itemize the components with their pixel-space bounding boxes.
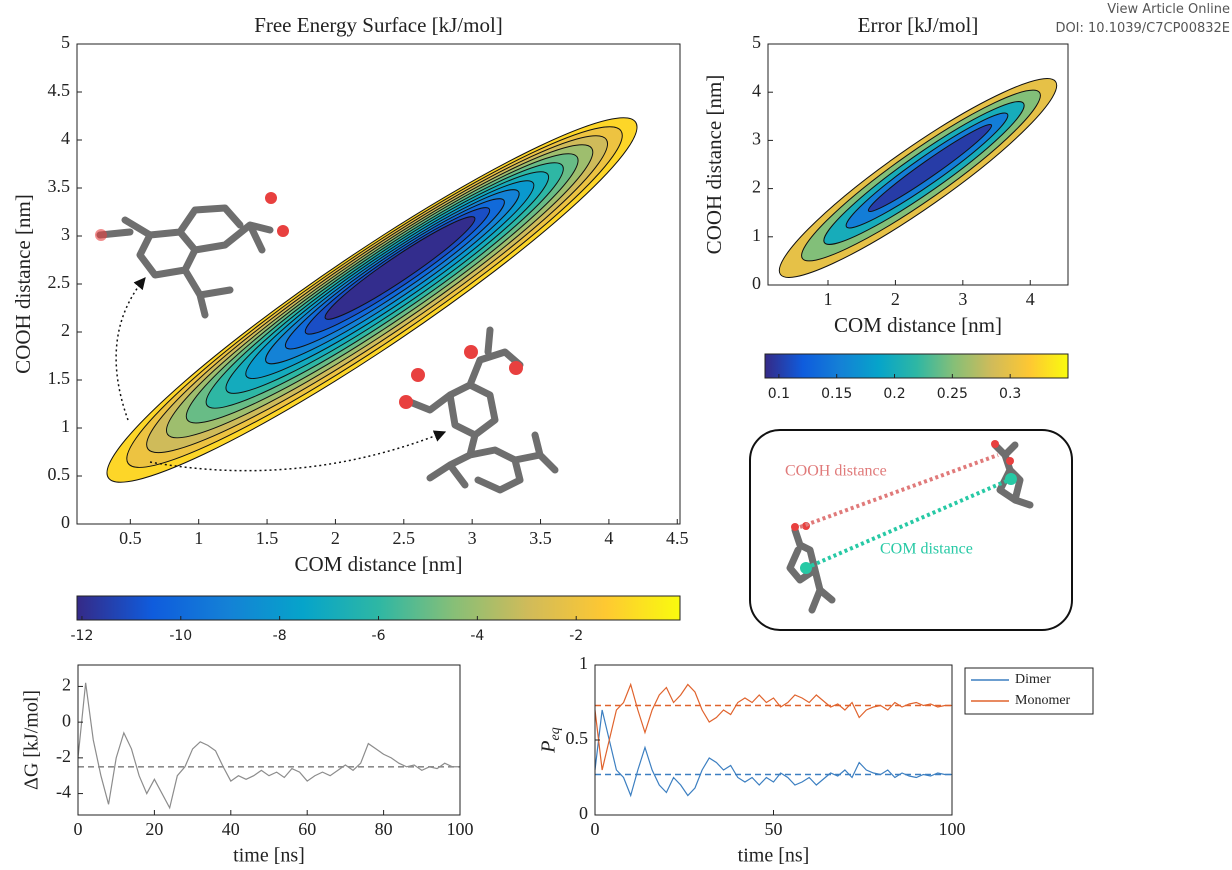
legend-label: Dimer — [1015, 672, 1051, 687]
colorbar-tick-label: -10 — [169, 628, 192, 644]
chart-title: Free Energy Surface [kJ/mol] — [254, 13, 503, 37]
y-tick-label: 4.5 — [48, 80, 71, 100]
plot-area — [595, 665, 952, 815]
x-tick-label: 80 — [375, 819, 393, 839]
x-tick-label: 1 — [824, 289, 833, 309]
y-tick-label: 0.5 — [566, 728, 589, 748]
y-axis-label: Peq — [538, 727, 564, 753]
y-tick-label: 5 — [752, 32, 761, 52]
y-tick-label: 0 — [752, 273, 761, 293]
x-axis-label: COM distance [nm] — [834, 313, 1002, 337]
article-link[interactable]: View Article Online — [1107, 2, 1230, 17]
x-tick-label: 0.5 — [119, 528, 142, 548]
y-tick-label: 0 — [62, 710, 71, 730]
page: View Article Online DOI: 10.1039/C7CP008… — [0, 0, 1232, 870]
y-tick-label: 2 — [61, 320, 70, 340]
colorbar-tick-label: -6 — [372, 628, 386, 644]
y-tick-label: 3.5 — [48, 176, 71, 196]
diagram-label: COOH distance — [785, 463, 887, 480]
x-axis-label: time [ns] — [738, 845, 810, 867]
x-tick-label: 3.5 — [529, 528, 552, 548]
colorbar-tick-label: 0.3 — [999, 386, 1021, 402]
x-tick-label: 2 — [891, 289, 900, 309]
y-tick-label: 2 — [62, 675, 71, 695]
chart-title: Error [kJ/mol] — [858, 13, 979, 37]
colorbar-tick-label: -2 — [569, 628, 583, 644]
y-tick-label: 1 — [752, 225, 761, 245]
x-tick-label: 4.5 — [666, 528, 689, 548]
x-tick-label: 3 — [958, 289, 967, 309]
x-axis-label: time [ns] — [233, 845, 305, 867]
y-tick-label: 3 — [61, 224, 70, 244]
plot-area — [78, 665, 460, 815]
y-tick-label: -4 — [56, 782, 71, 802]
axes: Dimer Monomer 0 50 100 0 0.5 1 time [ns] Peq — [538, 653, 1093, 866]
figure: -12 -10 -8 -6 -4 -2 0.5 1 1.5 2 2.5 3 3.5 4 4.5 0 0.5 1 1.… — [0, 0, 1232, 870]
y-tick-label: 4 — [61, 128, 70, 148]
x-tick-label: 1.5 — [256, 528, 279, 548]
colorbar-tick-label: 0.25 — [937, 386, 968, 402]
y-tick-label: 0.5 — [48, 464, 71, 484]
y-tick-label: 5 — [61, 32, 70, 52]
y-axis-label-sub: eq — [548, 727, 563, 740]
y-axis-label: COOH distance [nm] — [11, 194, 35, 374]
x-tick-label: 0 — [591, 819, 600, 839]
axes: 0.1 0.15 0.2 0.25 0.3 1 2 3 4 0 1 2 3 4 5 Error [kJ/mol… — [702, 13, 1073, 402]
colorbar-tick-label: -8 — [273, 628, 287, 644]
legend-label: Monomer — [1015, 693, 1071, 708]
y-tick-label: -2 — [56, 746, 71, 766]
y-tick-label: 0 — [61, 512, 70, 532]
x-tick-label: 50 — [765, 819, 783, 839]
colorbar-tick-label: -4 — [470, 628, 484, 644]
colorbar-tick-label: 0.1 — [768, 386, 790, 402]
y-tick-label: 2.5 — [48, 272, 71, 292]
doi: DOI: 10.1039/C7CP00832E — [1055, 21, 1230, 36]
y-tick-label: 2 — [752, 177, 761, 197]
x-tick-label: 100 — [939, 819, 966, 839]
x-axis-label: COM distance [nm] — [295, 552, 463, 576]
axes: 0 20 40 60 80 100 -4 -2 0 2 time [ns] ΔG [kJ/mol] — [21, 665, 474, 867]
x-tick-label: 2.5 — [393, 528, 416, 548]
diagram-label: COM distance — [880, 541, 973, 558]
y-tick-label: 1 — [579, 653, 588, 673]
x-tick-label: 20 — [145, 819, 163, 839]
axes: -12 -10 -8 -6 -4 -2 0.5 1 1.5 2 2.5 3 3.5 4 4.5 0 0.5 1 1.… — [11, 13, 689, 644]
x-tick-label: 4 — [604, 528, 613, 548]
x-tick-label: 1 — [194, 528, 203, 548]
legend: Dimer Monomer — [965, 668, 1093, 714]
x-tick-label: 0 — [74, 819, 83, 839]
x-tick-label: 40 — [222, 819, 240, 839]
y-tick-label: 3 — [752, 129, 761, 149]
x-tick-label: 2 — [331, 528, 340, 548]
y-tick-label: 1.5 — [48, 368, 71, 388]
x-tick-label: 4 — [1026, 289, 1035, 309]
y-tick-label: 4 — [752, 80, 761, 100]
colorbar — [765, 354, 1068, 378]
colorbar-tick-label: -12 — [71, 628, 94, 644]
y-axis-label: ΔG [kJ/mol] — [21, 690, 43, 790]
x-tick-label: 100 — [447, 819, 474, 839]
x-tick-label: 3 — [468, 528, 477, 548]
colorbar-tick-label: 0.2 — [883, 386, 905, 402]
y-tick-label: 1 — [61, 416, 70, 436]
y-tick-label: 0 — [579, 803, 588, 823]
x-tick-label: 60 — [298, 819, 316, 839]
colorbar-tick-label: 0.15 — [821, 386, 852, 402]
y-axis-label: COOH distance [nm] — [702, 75, 726, 255]
